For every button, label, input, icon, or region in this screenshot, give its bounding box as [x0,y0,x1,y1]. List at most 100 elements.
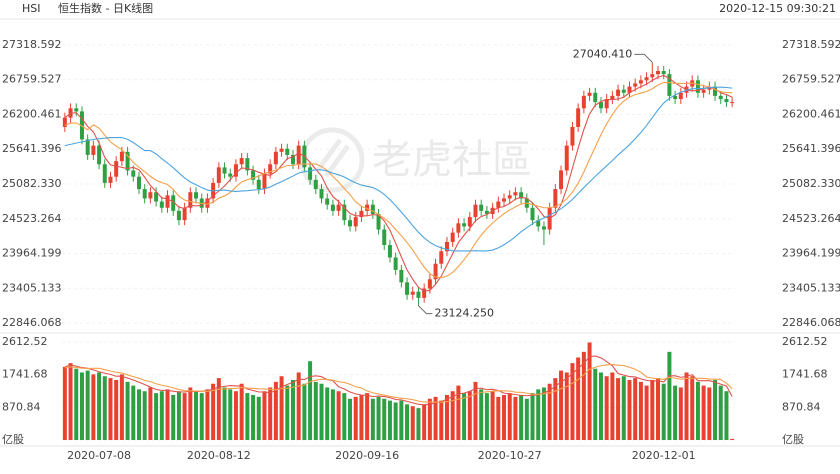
symbol: HSI [22,2,41,15]
y-tick-label: 26200.461 [2,108,62,121]
candle-body [553,189,558,208]
x-tick-label: 2020-12-01 [632,449,696,462]
volume-bar [667,351,672,440]
candle-body [610,95,615,99]
high-label: 27040.410 [573,47,633,60]
volume-bar [62,366,67,440]
candle-body [410,291,415,295]
volume-bar [416,408,421,440]
volume-bar [678,387,683,440]
volume-ma-line [64,363,733,403]
volume-bar [695,381,700,440]
volume-bar [268,387,273,440]
volume-bar [262,391,267,440]
candle-body [456,223,461,233]
volume-bar [382,398,387,440]
volume-bar [673,385,678,440]
volume-bar [462,393,467,440]
candle-body [701,89,706,93]
y-tick-label-right: 22846.068 [782,316,840,329]
volume-bar [576,357,581,440]
volume-bar [530,393,535,440]
candle-body [216,167,221,183]
y-tick-label: 23405.133 [2,281,62,294]
volume-bar [353,396,358,440]
volume-bar [154,393,159,440]
volume-bar [604,376,609,440]
volume-bar [125,381,130,440]
ma-line [64,81,733,279]
volume-bar [205,389,210,440]
y-tick-label-right: 1741.68 [782,368,828,381]
ma-line [64,74,733,292]
volume-bar [399,400,404,440]
volume-bar [690,376,695,440]
volume-bar [433,396,438,440]
volume-bar [119,374,124,440]
candle-body [239,158,244,165]
candle-body [399,269,404,283]
candle-body [142,189,147,199]
watermark-logo-mark [315,138,351,178]
candle-body [439,251,444,264]
candle-body [393,257,398,270]
y-tick-label: 870.84 [2,400,41,413]
volume-bar [616,378,621,440]
candle-body [342,204,347,221]
volume-bar [513,396,518,440]
watermark: 老虎社區 [299,127,532,193]
volume-bar [222,387,227,440]
volume-bar [228,389,233,440]
y-tick-label: 1741.68 [2,368,48,381]
volume-bar [365,393,370,440]
candle-body [154,192,159,202]
volume-bar [188,387,193,440]
volume-bar [108,378,113,440]
candle-body [598,102,603,109]
y-tick-label-right: 26759.527 [782,73,840,86]
volume-bar [342,393,347,440]
volume-bar [541,387,546,440]
candle-body [256,179,261,190]
candle-body [245,158,250,171]
volume-bar [159,391,164,440]
watermark-text: 老虎社區 [372,137,532,183]
y-tick-label: 25641.396 [2,142,62,155]
volume-bar [422,404,427,440]
candle-body [405,282,410,295]
candle-body [353,217,358,227]
volume-bar [79,372,84,440]
volume-bar [479,389,484,440]
candle-body [479,204,484,211]
volume-bar [114,379,119,440]
candle-body [576,108,581,127]
candle-body [319,189,324,199]
y-tick-label-right: 25082.330 [782,177,840,190]
y-tick-label: 23964.199 [2,247,62,260]
volume-bar [570,363,575,440]
candle-body [273,151,278,165]
candle-body [667,74,672,96]
volume-ma-line [64,355,733,406]
volume-bar [102,376,107,440]
candle-body [188,192,193,208]
low-pointer [418,305,433,315]
candle-body [644,77,649,81]
candle-body [279,148,284,152]
volume-bar [456,385,461,440]
volume-bar [621,376,626,440]
volume-bar [199,393,204,440]
candle-body [633,83,638,87]
candle-body [313,179,318,190]
candle-body [467,217,472,227]
volume-bar [239,383,244,440]
candle-body [695,80,700,93]
candle-body [176,210,181,221]
candle-body [462,223,467,227]
candle-body [114,161,119,177]
candle-body [97,145,102,165]
candle-body [730,102,735,104]
volume-bar [148,387,153,440]
volume-bar [211,383,216,440]
